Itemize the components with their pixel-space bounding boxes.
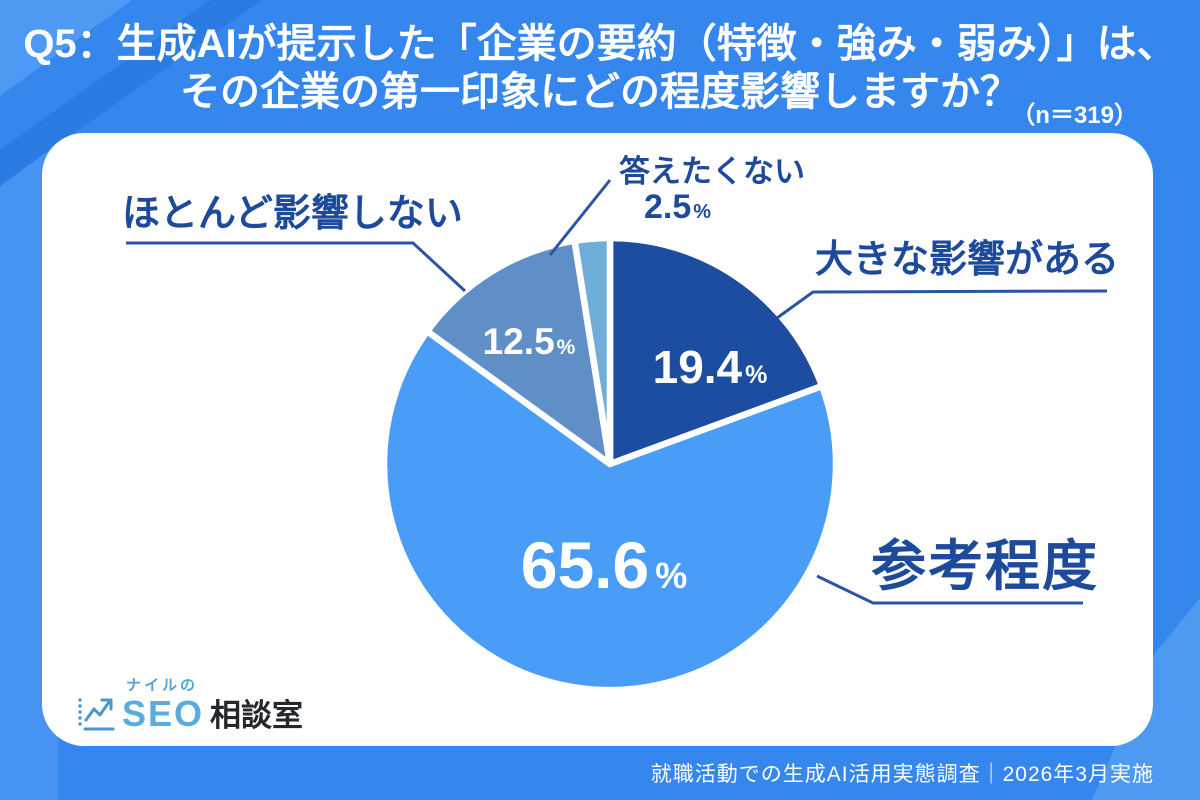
value-big-impact: 19.4%	[653, 341, 768, 393]
pie-slice-big-impact	[606, 234, 826, 468]
leader-reference	[816, 574, 1083, 605]
category-label-reference: 参考程度	[871, 535, 1100, 597]
leader-big-impact	[776, 289, 1108, 320]
brand-logo-seo: SEO	[122, 693, 205, 734]
pie-slice-no-answer	[571, 234, 614, 468]
leader-little-impact	[126, 241, 467, 293]
brand-logo: ナイルの SEO 相談室	[76, 674, 303, 732]
category-label-big-impact: 大きな影響がある	[815, 239, 1120, 281]
brand-logo-top: ナイルの	[126, 677, 199, 694]
value-reference: 65.6%	[521, 528, 687, 602]
value-no-answer-unit: %	[693, 201, 712, 223]
category-label-little-impact: ほとんど影響しない	[122, 193, 463, 235]
brand-logo-text: ナイルの SEO 相談室	[122, 674, 303, 732]
value-no-answer: 2.5%	[644, 188, 711, 227]
chart-card: 19.4% 65.6% 12.5% ほとんど影響しない 答えたくない 2.5% …	[42, 133, 1153, 746]
pie-chart: 19.4% 65.6% 12.5%	[126, 179, 1108, 694]
survey-source: 就職活動での生成AI活用実態調査｜2026年3月実施	[650, 763, 1154, 786]
value-little-impact: 12.5%	[483, 321, 576, 362]
chart-title-line1: Q5：生成AIが提示した「企業の要約（特徴・強み・弱み）」は、	[23, 22, 1177, 66]
value-no-answer-number: 2.5	[644, 188, 692, 226]
leader-no-answer	[548, 179, 612, 256]
pie-slice-reference	[380, 327, 840, 694]
chart-title: Q5：生成AIが提示した「企業の要約（特徴・強み・弱み）」は、 その企業の第一印…	[0, 20, 1200, 116]
sample-size: （n＝319）	[1011, 102, 1138, 129]
brand-logo-suffix: 相談室	[210, 698, 304, 733]
trend-chart-icon	[78, 698, 115, 731]
category-label-no-answer: 答えたくない	[619, 154, 805, 189]
chart-title-line2: その企業の第一印象にどの程度影響しますか？	[180, 70, 1020, 114]
